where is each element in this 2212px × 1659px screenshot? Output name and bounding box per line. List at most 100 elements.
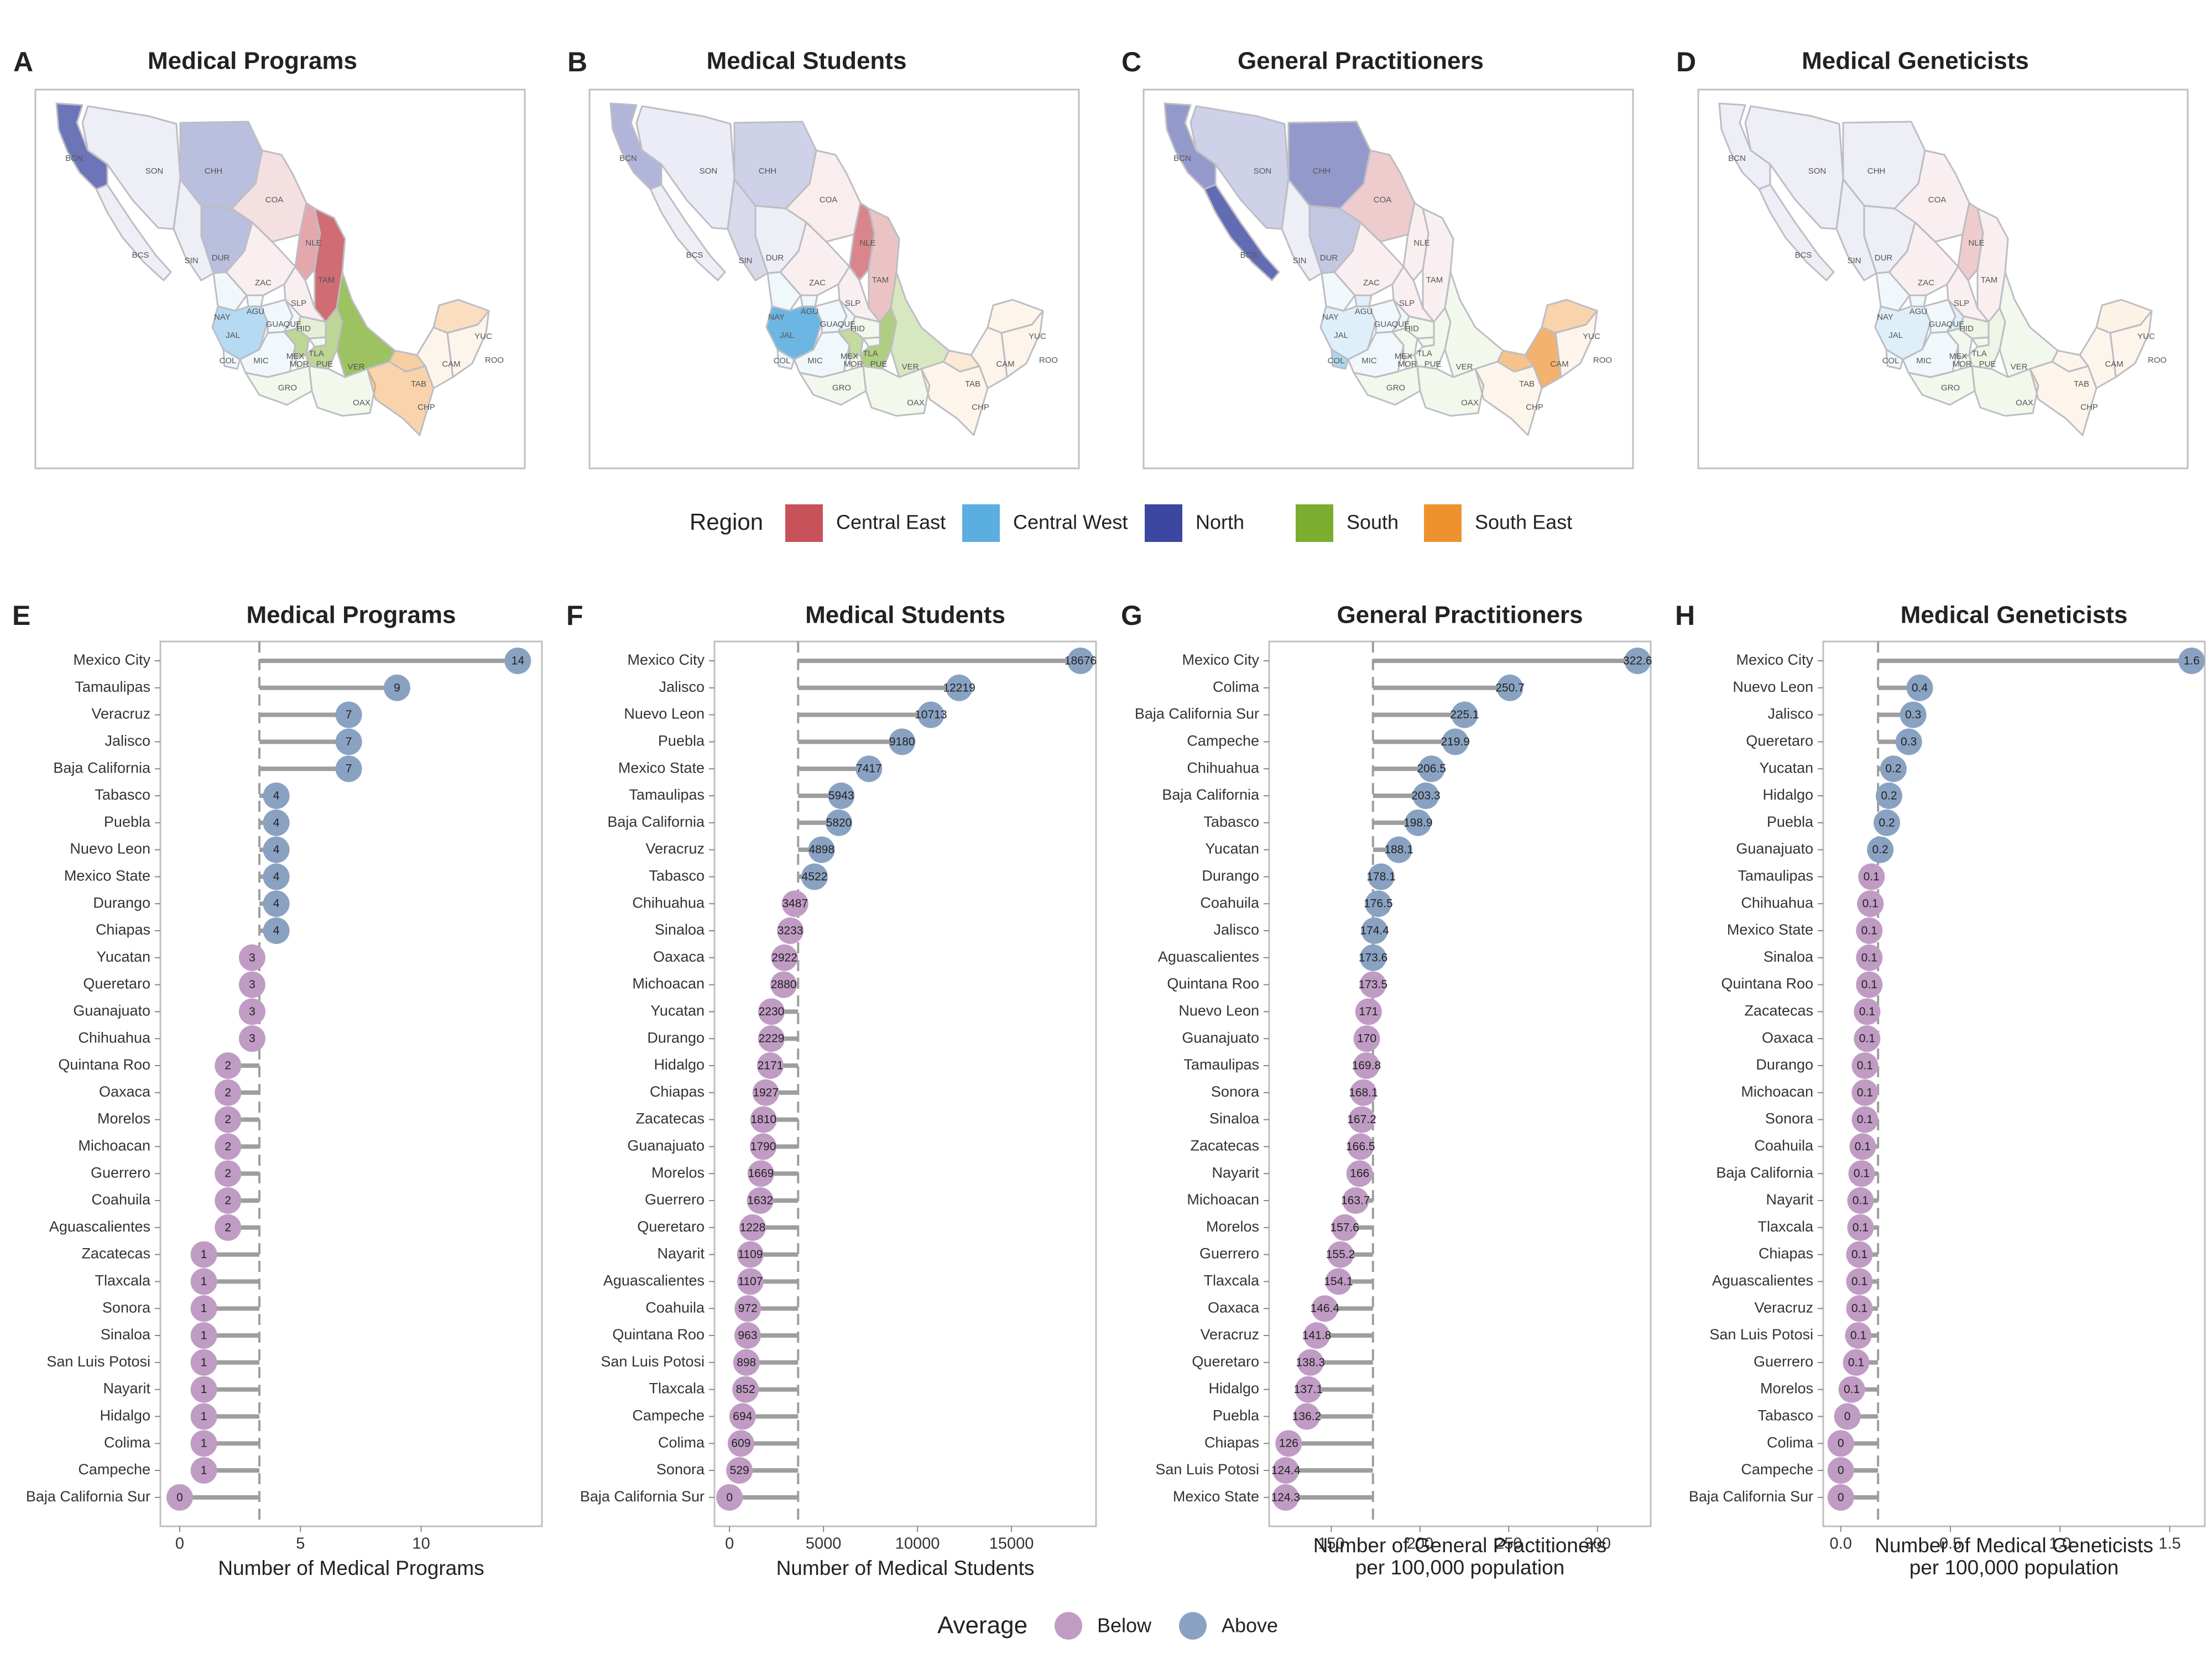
lollipop-point: [1849, 1133, 1876, 1160]
data-label: 0.3: [1901, 735, 1917, 748]
data-label: 167.2: [1347, 1113, 1376, 1126]
data-label: 0.3: [1905, 708, 1921, 721]
y-tick-label: Michoacan: [632, 975, 705, 992]
state-label: TAM: [318, 275, 335, 285]
map-frame: [34, 88, 526, 469]
lollipop-point: [1293, 1403, 1321, 1430]
lollipop-point: [808, 836, 835, 863]
y-tick-label: Tamaulipas: [75, 679, 150, 695]
state-col: [222, 348, 241, 370]
y-tick-label: Chihuahua: [78, 1029, 151, 1046]
state-oax: [1971, 365, 2039, 417]
y-tick-label: Mexico State: [64, 868, 150, 884]
y-tick-label: Sonora: [656, 1461, 705, 1478]
y-tick-label: Tabasco: [1203, 813, 1259, 830]
state-label: TLA: [1971, 349, 1987, 358]
lollipop-point: [1906, 674, 1933, 701]
state-label: YUC: [2137, 332, 2155, 341]
data-label: 3: [249, 951, 255, 964]
y-tick-label: Tamaulipas: [1183, 1056, 1259, 1073]
state-label: COL: [774, 356, 791, 366]
y-tick-label: Michoacan: [1741, 1083, 1813, 1100]
data-label: 963: [738, 1329, 757, 1342]
lollipop-point: [828, 782, 855, 809]
state-label: COA: [265, 195, 284, 205]
state-agu: [800, 294, 818, 307]
state-roo: [1554, 310, 1598, 378]
state-label: QUE: [1392, 320, 1410, 329]
data-label: 0.1: [1857, 1113, 1873, 1126]
lollipop-point: [752, 1079, 779, 1106]
state-label: GUA: [266, 320, 284, 329]
region-legend-label: South: [1347, 511, 1399, 534]
lollipop-point: [238, 1025, 265, 1052]
data-label: 1: [201, 1437, 207, 1450]
y-tick-label: Nuevo Leon: [1178, 1003, 1259, 1019]
data-label: 2: [225, 1221, 231, 1234]
data-label: 0.1: [1854, 1167, 1870, 1180]
data-label: 198.9: [1404, 816, 1433, 829]
map-panel-a: A Medical Programs BCN SON CHH COA NLE TAM BCS SI…: [13, 46, 526, 469]
state-oax: [308, 365, 377, 417]
state-col: [1331, 348, 1349, 370]
lollipop-point: [1272, 1484, 1299, 1511]
lollipop-point: [733, 1349, 760, 1376]
map-frame: [588, 88, 1080, 469]
lollipop-point: [1854, 998, 1881, 1025]
lollipop-point: [1325, 1268, 1352, 1295]
data-label: 0.1: [1859, 1032, 1875, 1045]
state-son: [81, 105, 181, 230]
lollipop-point: [726, 1457, 753, 1484]
lollipop-point: [1846, 1268, 1873, 1295]
y-tick-label: Mexico City: [73, 651, 150, 668]
y-tick-label: Puebla: [104, 813, 151, 830]
state-label: VER: [902, 362, 919, 372]
y-tick-label: Nayarit: [1766, 1191, 1813, 1208]
lollipop-point: [758, 1025, 785, 1052]
data-label: 694: [733, 1410, 752, 1423]
lollipop-point: [1385, 836, 1412, 863]
y-tick-label: Tlaxcala: [1203, 1272, 1260, 1289]
y-tick-label: Nayarit: [657, 1245, 705, 1262]
state-label: DUR: [1875, 253, 1893, 263]
map-title: Medical Students: [707, 48, 907, 75]
state-label: MOR: [1953, 359, 1972, 369]
lollipop-point: [917, 701, 945, 728]
region-legend-swatch: [785, 504, 823, 542]
y-tick-label: Yucatan: [650, 1003, 705, 1019]
map-panel-b: B Medical Students BCN SON CHH COA NLE TAM BCS SI…: [567, 46, 1080, 469]
lollipop-point: [190, 1376, 217, 1403]
region-legend-swatch: [1296, 504, 1333, 542]
state-label: VER: [2011, 362, 2028, 372]
x-tick-label: 150: [1318, 1535, 1344, 1553]
state-agu: [1354, 294, 1373, 307]
y-tick-label: Veracruz: [91, 706, 150, 722]
data-label: 5943: [828, 790, 854, 802]
y-tick-label: Morelos: [97, 1110, 150, 1127]
data-label: 18676: [1065, 655, 1097, 667]
lollipop-point: [215, 1079, 242, 1106]
chart-title: Medical Geneticists: [1901, 602, 2128, 629]
data-label: 126: [1279, 1437, 1298, 1450]
data-label: 4: [273, 898, 280, 910]
state-label: DUR: [212, 253, 230, 263]
y-tick-label: Sinaloa: [101, 1326, 151, 1343]
state-label: AGU: [801, 307, 819, 316]
lollipop-chart-f: F Medical Students Mexico City 18676 Jalisco…: [566, 600, 1097, 1579]
data-label: 0: [1838, 1491, 1844, 1504]
state-label: MEX: [286, 352, 305, 361]
lollipop-point: [1867, 836, 1894, 863]
y-tick-label: Chihuahua: [1741, 894, 1814, 911]
data-label: 141.8: [1302, 1329, 1332, 1342]
state-label: CHP: [418, 403, 435, 412]
lollipop-point: [1067, 648, 1094, 674]
mexico-map: BCN SON CHH COA NLE TAM BCS SIN DUR ZAC SLP NAY AGU J…: [55, 102, 504, 436]
y-tick-label: Hidalgo: [1762, 786, 1813, 803]
lollipop-point: [1880, 755, 1907, 782]
state-label: AGU: [247, 307, 265, 316]
data-label: 10713: [915, 708, 947, 721]
lollipop-point: [826, 809, 853, 836]
y-tick-label: Guanajuato: [1736, 841, 1813, 857]
region-legend-label: North: [1196, 511, 1244, 534]
